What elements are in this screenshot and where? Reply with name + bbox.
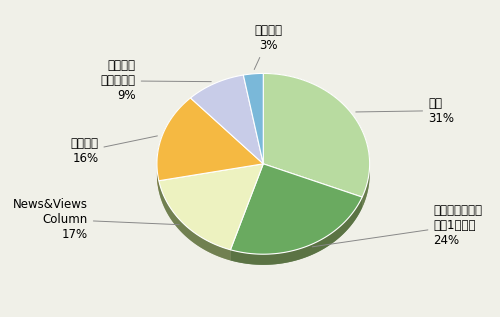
Text: イベント
カレンダー
9%: イベント カレンダー 9%: [100, 59, 212, 102]
Text: 統計資料
16%: 統計資料 16%: [70, 136, 158, 165]
Text: 特になし
3%: 特になし 3%: [254, 24, 282, 69]
Polygon shape: [157, 98, 190, 191]
Polygon shape: [157, 98, 264, 181]
Polygon shape: [159, 164, 264, 250]
Polygon shape: [264, 74, 370, 208]
Text: News&Views
Column
17%: News&Views Column 17%: [13, 197, 179, 241]
Polygon shape: [264, 74, 370, 197]
Polygon shape: [159, 181, 230, 260]
Polygon shape: [244, 74, 264, 164]
Text: 特集
31%: 特集 31%: [356, 97, 454, 125]
Polygon shape: [157, 164, 370, 265]
Polygon shape: [190, 75, 264, 164]
Polygon shape: [230, 164, 362, 254]
Text: インターネット
用語1分解説
24%: インターネット 用語1分解説 24%: [312, 204, 482, 247]
Polygon shape: [230, 197, 362, 265]
